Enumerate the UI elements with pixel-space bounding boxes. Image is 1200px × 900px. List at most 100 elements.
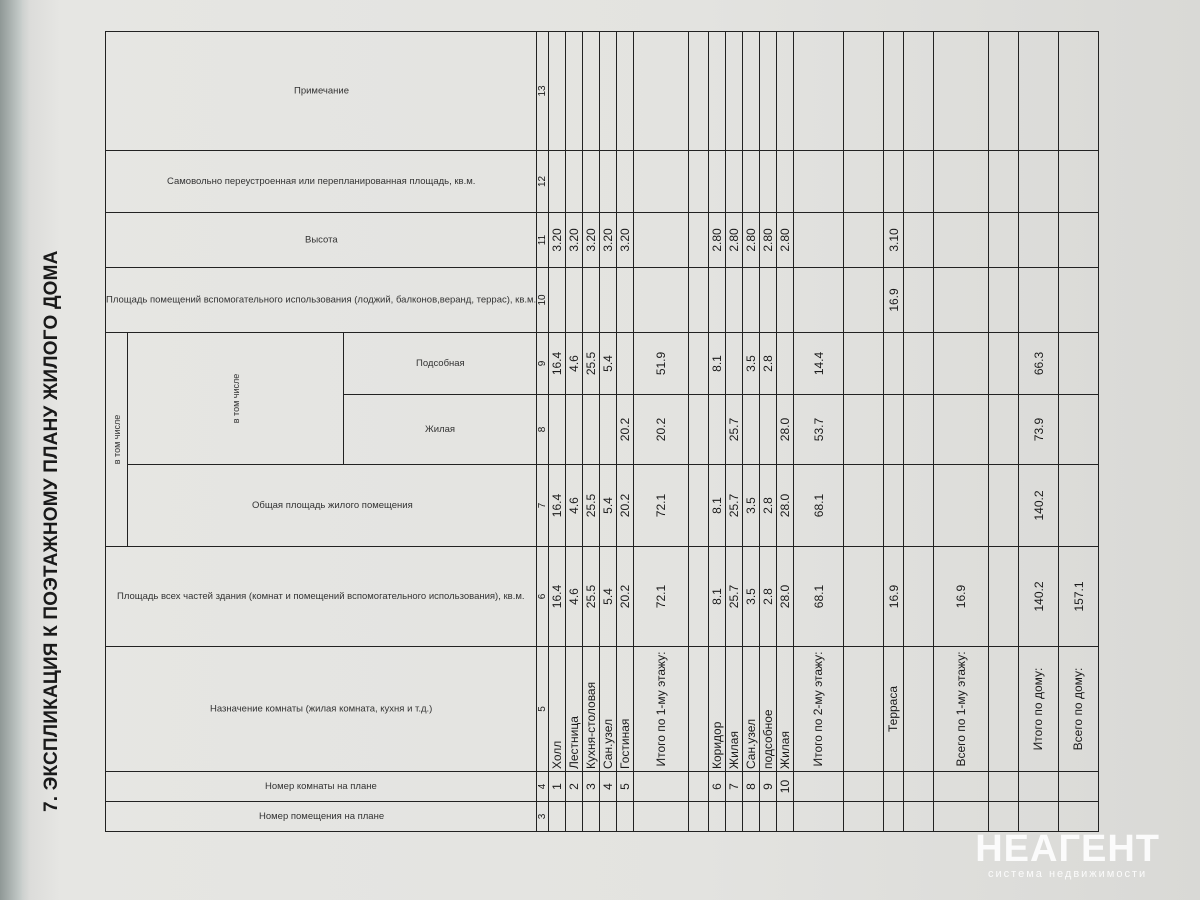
table-row: 10 Жилая 28.0 28.0 28.0 2.80 <box>776 31 794 832</box>
table-cell: 3.20 <box>565 212 583 268</box>
table-cell <box>725 332 743 395</box>
column-number: 3 <box>536 801 549 832</box>
table-cell <box>776 31 794 151</box>
table-cell <box>988 394 1019 465</box>
table-cell: 8 <box>742 771 760 802</box>
table-cell: 2.80 <box>759 212 777 268</box>
table-cell <box>1018 150 1059 213</box>
header-living: Жилая <box>343 394 537 465</box>
table-cell <box>793 267 844 333</box>
table-cell: 3.10 <box>883 212 904 268</box>
table-row: Терраса 16.9 16.9 3.10 <box>883 31 904 832</box>
table-cell: 25.7 <box>725 394 743 465</box>
table-cell <box>903 646 934 772</box>
binder-edge <box>0 0 22 900</box>
table-cell <box>903 464 934 547</box>
table-cell: Лестница <box>565 646 583 772</box>
table-cell <box>1018 801 1059 832</box>
table-cell: Итого по 1-му этажу: <box>633 646 689 772</box>
table-cell <box>599 150 617 213</box>
table-cell <box>742 267 760 333</box>
explication-table: Номер помещения на плане Номер комнаты н… <box>105 31 1099 832</box>
table-cell <box>688 801 709 832</box>
table-cell <box>903 771 934 802</box>
table-cell <box>883 771 904 802</box>
table-cell <box>599 267 617 333</box>
table-cell: подсобное <box>759 646 777 772</box>
header-unauthorized-area: Самовольно переустроенная или перепланир… <box>105 150 537 213</box>
table-cell <box>903 150 934 213</box>
header-including-inner: в том числе <box>127 332 344 465</box>
table-cell: 66.3 <box>1018 332 1059 395</box>
table-cell <box>988 646 1019 772</box>
table-cell <box>565 394 583 465</box>
table-cell: 16.4 <box>548 546 566 647</box>
table-cell: 4.6 <box>565 464 583 547</box>
table-cell: Итого по дому: <box>1018 646 1059 772</box>
table-cell: 3 <box>582 771 600 802</box>
header-chamber-number: Номер комнаты на плане <box>105 771 537 802</box>
table-cell <box>988 801 1019 832</box>
table-cell: 72.1 <box>633 464 689 547</box>
table-cell <box>1058 801 1099 832</box>
document-page: 7. ЭКСПЛИКАЦИЯ К ПОЭТАЖНОМУ ПЛАНУ ЖИЛОГО… <box>30 31 1099 832</box>
table-cell <box>1058 464 1099 547</box>
table-cell <box>1018 31 1059 151</box>
table-cell <box>742 31 760 151</box>
table-cell <box>933 394 989 465</box>
table-cell <box>883 801 904 832</box>
table-cell <box>688 332 709 395</box>
column-number: 9 <box>536 332 549 395</box>
table-cell: Кухня-столовая <box>582 646 600 772</box>
table-cell: 68.1 <box>793 546 844 647</box>
table-cell: 2.80 <box>725 212 743 268</box>
table-cell: Холл <box>548 646 566 772</box>
column-number: 11 <box>536 212 549 268</box>
table-cell <box>883 464 904 547</box>
column-number: 12 <box>536 150 549 213</box>
table-cell <box>1058 771 1099 802</box>
table-cell: 3.20 <box>548 212 566 268</box>
table-cell <box>599 801 617 832</box>
table-cell: 140.2 <box>1018 464 1059 547</box>
table-cell <box>903 267 934 333</box>
table-cell <box>759 267 777 333</box>
table-cell: 8.1 <box>708 546 726 647</box>
table-cell: 25.5 <box>582 546 600 647</box>
table-cell <box>688 646 709 772</box>
table-cell <box>933 267 989 333</box>
table-cell <box>843 31 884 151</box>
table-row <box>988 31 1019 832</box>
table-cell <box>708 801 726 832</box>
table-cell: Всего по 1-му этажу: <box>933 646 989 772</box>
table-cell: 9 <box>759 771 777 802</box>
table-cell <box>548 267 566 333</box>
table-cell <box>793 801 844 832</box>
table-cell <box>988 464 1019 547</box>
table-cell <box>843 771 884 802</box>
table-cell: Коридор <box>708 646 726 772</box>
table-cell: 2.80 <box>742 212 760 268</box>
table-cell <box>988 267 1019 333</box>
table-cell <box>582 150 600 213</box>
table-cell: 16.9 <box>883 267 904 333</box>
table-cell <box>1058 332 1099 395</box>
table-cell <box>633 267 689 333</box>
table-cell <box>688 267 709 333</box>
header-room-number-plan: Номер помещения на плане <box>105 801 537 832</box>
table-cell <box>688 212 709 268</box>
table-cell <box>843 546 884 647</box>
table-cell <box>565 267 583 333</box>
table-cell: 53.7 <box>793 394 844 465</box>
table-cell <box>688 771 709 802</box>
header-note: Примечание <box>105 31 537 151</box>
table-row: 6 Коридор 8.1 8.1 8.1 2.80 <box>708 31 726 832</box>
table-cell <box>1018 267 1059 333</box>
table-cell: 16.4 <box>548 464 566 547</box>
table-cell: 7 <box>725 771 743 802</box>
table-cell: 72.1 <box>633 546 689 647</box>
table-cell: 1 <box>548 771 566 802</box>
table-cell <box>933 150 989 213</box>
table-cell: Гостиная <box>616 646 634 772</box>
table-cell: 4.6 <box>565 546 583 647</box>
